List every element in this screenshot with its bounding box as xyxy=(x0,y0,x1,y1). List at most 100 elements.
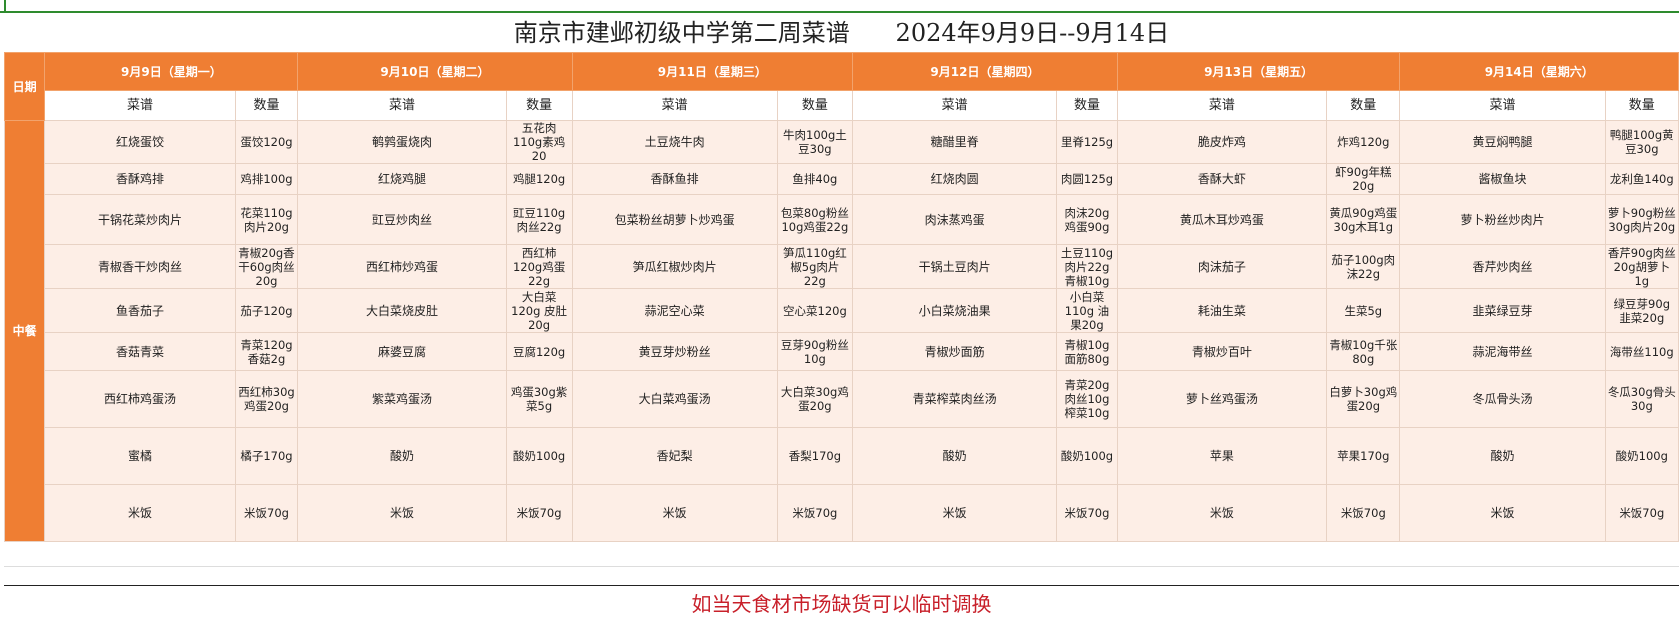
dish-cell[interactable]: 韭菜绿豆芽 xyxy=(1399,288,1606,333)
quantity-cell[interactable]: 酸奶100g xyxy=(1056,427,1118,485)
quantity-cell[interactable]: 米饭70g xyxy=(234,484,299,542)
quantity-cell[interactable]: 花菜110g肉片20g xyxy=(234,194,299,245)
dish-cell[interactable]: 青椒香干炒肉丝 xyxy=(44,244,236,289)
dish-cell[interactable]: 米饭 xyxy=(571,484,778,542)
quantity-cell[interactable]: 豆腐120g xyxy=(505,332,573,371)
dish-column-header[interactable]: 菜谱 xyxy=(1116,90,1328,121)
quantity-cell[interactable]: 青椒10g面筋80g xyxy=(1056,332,1118,371)
qty-column-header[interactable]: 数量 xyxy=(505,90,573,121)
dish-cell[interactable]: 蒜泥海带丝 xyxy=(1399,332,1606,371)
dish-cell[interactable]: 苹果 xyxy=(1116,427,1328,485)
dish-cell[interactable]: 紫菜鸡蛋汤 xyxy=(297,370,507,428)
quantity-cell[interactable]: 萝卜90g粉丝30g肉片20g xyxy=(1604,194,1679,245)
dish-cell[interactable]: 小白菜烧油果 xyxy=(852,288,1058,333)
dish-cell[interactable]: 大白菜鸡蛋汤 xyxy=(571,370,778,428)
dish-cell[interactable]: 萝卜丝鸡蛋汤 xyxy=(1116,370,1328,428)
quantity-cell[interactable]: 里脊125g xyxy=(1056,120,1118,164)
quantity-cell[interactable]: 包菜80g粉丝10g鸡蛋22g xyxy=(776,194,854,245)
dish-cell[interactable]: 黄豆芽炒粉丝 xyxy=(571,332,778,371)
dish-cell[interactable]: 西红柿炒鸡蛋 xyxy=(297,244,507,289)
dish-cell[interactable]: 酸奶 xyxy=(1399,427,1606,485)
quantity-cell[interactable]: 鸡腿120g xyxy=(505,163,573,195)
qty-column-header[interactable]: 数量 xyxy=(776,90,854,121)
quantity-cell[interactable]: 鸭腿100g黄豆30g xyxy=(1604,120,1679,164)
quantity-cell[interactable]: 黄瓜90g鸡蛋30g木耳1g xyxy=(1326,194,1401,245)
quantity-cell[interactable]: 豇豆110g肉丝22g xyxy=(505,194,573,245)
dish-cell[interactable]: 红烧蛋饺 xyxy=(44,120,236,164)
quantity-cell[interactable]: 大白菜30g鸡蛋20g xyxy=(776,370,854,428)
day-header[interactable]: 9月9日（星期一） xyxy=(44,52,299,91)
quantity-cell[interactable]: 大白菜120g 皮肚20g xyxy=(505,288,573,333)
dish-cell[interactable]: 黄豆焖鸭腿 xyxy=(1399,120,1606,164)
dish-cell[interactable]: 红烧肉圆 xyxy=(852,163,1058,195)
dish-cell[interactable]: 肉沫茄子 xyxy=(1116,244,1328,289)
quantity-cell[interactable]: 茄子100g肉沫22g xyxy=(1326,244,1401,289)
quantity-cell[interactable]: 五花肉110g素鸡20 xyxy=(505,120,573,164)
qty-column-header[interactable]: 数量 xyxy=(1326,90,1401,121)
dish-cell[interactable]: 耗油生菜 xyxy=(1116,288,1328,333)
qty-column-header[interactable]: 数量 xyxy=(234,90,299,121)
quantity-cell[interactable]: 米饭70g xyxy=(1326,484,1401,542)
quantity-cell[interactable]: 青椒10g千张80g xyxy=(1326,332,1401,371)
quantity-cell[interactable]: 米饭70g xyxy=(505,484,573,542)
quantity-cell[interactable]: 青椒20g香干60g肉丝20g xyxy=(234,244,299,289)
quantity-cell[interactable]: 西红柿30g鸡蛋20g xyxy=(234,370,299,428)
day-header[interactable]: 9月11日（星期三） xyxy=(571,52,854,91)
dish-cell[interactable]: 米饭 xyxy=(1399,484,1606,542)
quantity-cell[interactable]: 生菜5g xyxy=(1326,288,1401,333)
dish-cell[interactable]: 青椒炒百叶 xyxy=(1116,332,1328,371)
dish-cell[interactable]: 香菇青菜 xyxy=(44,332,236,371)
dish-cell[interactable]: 酱椒鱼块 xyxy=(1399,163,1606,195)
dish-cell[interactable]: 香酥鱼排 xyxy=(571,163,778,195)
dish-cell[interactable]: 米饭 xyxy=(44,484,236,542)
quantity-cell[interactable]: 龙利鱼140g xyxy=(1604,163,1679,195)
dish-column-header[interactable]: 菜谱 xyxy=(44,90,236,121)
dish-cell[interactable]: 青菜榨菜肉丝汤 xyxy=(852,370,1058,428)
dish-cell[interactable]: 米饭 xyxy=(852,484,1058,542)
dish-cell[interactable]: 糖醋里脊 xyxy=(852,120,1058,164)
dish-cell[interactable]: 红烧鸡腿 xyxy=(297,163,507,195)
quantity-cell[interactable]: 米饭70g xyxy=(776,484,854,542)
quantity-cell[interactable]: 土豆110g肉片22g青椒10g xyxy=(1056,244,1118,289)
quantity-cell[interactable]: 苹果170g xyxy=(1326,427,1401,485)
dish-cell[interactable]: 豇豆炒肉丝 xyxy=(297,194,507,245)
dish-cell[interactable]: 蒜泥空心菜 xyxy=(571,288,778,333)
dish-cell[interactable]: 干锅土豆肉片 xyxy=(852,244,1058,289)
quantity-cell[interactable]: 米饭70g xyxy=(1604,484,1679,542)
dish-cell[interactable]: 干锅花菜炒肉片 xyxy=(44,194,236,245)
dish-cell[interactable]: 酸奶 xyxy=(297,427,507,485)
quantity-cell[interactable]: 海带丝110g xyxy=(1604,332,1679,371)
quantity-cell[interactable]: 蛋饺120g xyxy=(234,120,299,164)
day-header[interactable]: 9月12日（星期四） xyxy=(852,52,1118,91)
dish-cell[interactable]: 包菜粉丝胡萝卜炒鸡蛋 xyxy=(571,194,778,245)
dish-cell[interactable]: 黄瓜木耳炒鸡蛋 xyxy=(1116,194,1328,245)
quantity-cell[interactable]: 笋瓜110g红椒5g肉片22g xyxy=(776,244,854,289)
quantity-cell[interactable]: 豆芽90g粉丝10g xyxy=(776,332,854,371)
dish-column-header[interactable]: 菜谱 xyxy=(297,90,507,121)
dish-cell[interactable]: 香芹炒肉丝 xyxy=(1399,244,1606,289)
quantity-cell[interactable]: 西红柿120g鸡蛋22g xyxy=(505,244,573,289)
quantity-cell[interactable]: 香梨170g xyxy=(776,427,854,485)
dish-cell[interactable]: 香酥大虾 xyxy=(1116,163,1328,195)
quantity-cell[interactable]: 虾90g年糕20g xyxy=(1326,163,1401,195)
dish-cell[interactable]: 大白菜烧皮肚 xyxy=(297,288,507,333)
dish-cell[interactable]: 笋瓜红椒炒肉片 xyxy=(571,244,778,289)
dish-cell[interactable]: 西红柿鸡蛋汤 xyxy=(44,370,236,428)
dish-cell[interactable]: 米饭 xyxy=(297,484,507,542)
dish-cell[interactable]: 脆皮炸鸡 xyxy=(1116,120,1328,164)
quantity-cell[interactable]: 米饭70g xyxy=(1056,484,1118,542)
dish-column-header[interactable]: 菜谱 xyxy=(1399,90,1606,121)
dish-cell[interactable]: 麻婆豆腐 xyxy=(297,332,507,371)
quantity-cell[interactable]: 青菜120g香菇2g xyxy=(234,332,299,371)
quantity-cell[interactable]: 冬瓜30g骨头30g xyxy=(1604,370,1679,428)
dish-cell[interactable]: 鱼香茄子 xyxy=(44,288,236,333)
quantity-cell[interactable]: 绿豆芽90g 韭菜20g xyxy=(1604,288,1679,333)
lunch-label[interactable]: 中餐 xyxy=(3,120,46,542)
quantity-cell[interactable]: 白萝卜30g鸡蛋20g xyxy=(1326,370,1401,428)
quantity-cell[interactable]: 鸡蛋30g紫菜5g xyxy=(505,370,573,428)
quantity-cell[interactable]: 牛肉100g土豆30g xyxy=(776,120,854,164)
dish-cell[interactable]: 香妃梨 xyxy=(571,427,778,485)
quantity-cell[interactable]: 肉圆125g xyxy=(1056,163,1118,195)
dish-cell[interactable]: 米饭 xyxy=(1116,484,1328,542)
date-label[interactable]: 日期 xyxy=(3,52,46,121)
